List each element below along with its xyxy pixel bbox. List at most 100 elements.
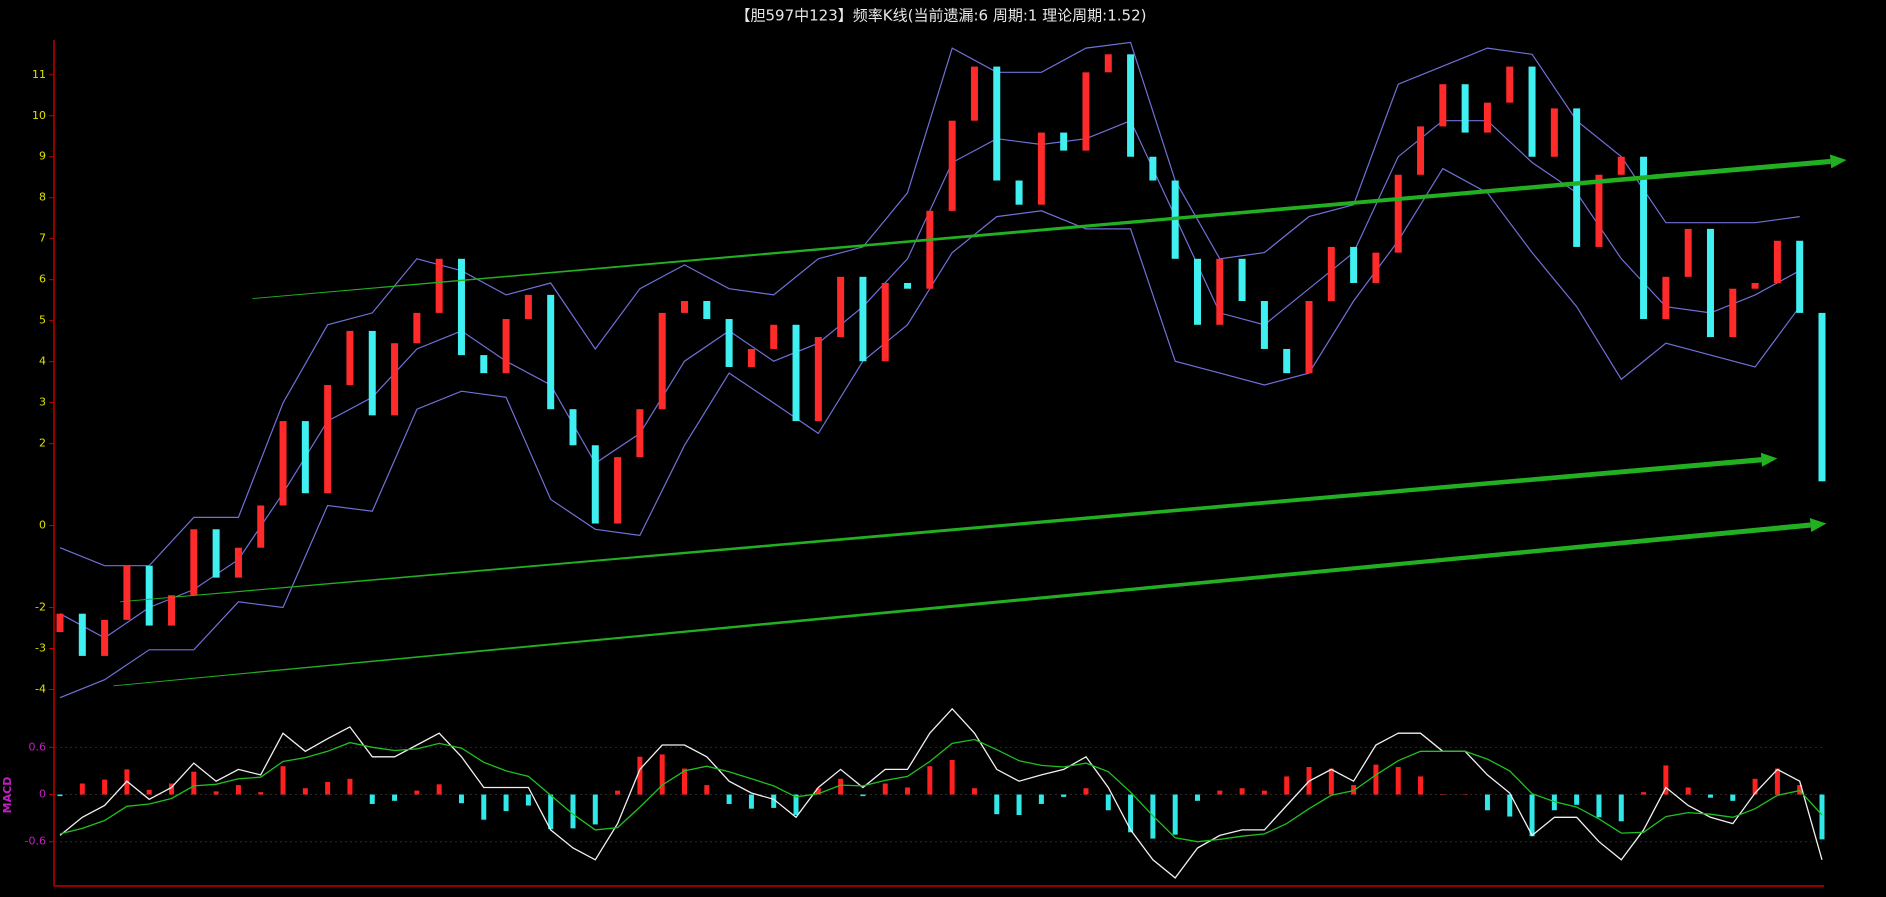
histogram-bar [1819, 794, 1825, 840]
candle [413, 312, 421, 344]
candle [658, 312, 666, 410]
candle [859, 276, 867, 362]
histogram-bar [1373, 764, 1379, 795]
histogram-bar [79, 783, 85, 795]
y-tick-label: -4 [35, 683, 46, 696]
candle [1773, 240, 1781, 283]
trend-line [120, 457, 1762, 603]
histogram-bar [949, 759, 955, 795]
histogram-bar [1284, 776, 1290, 795]
candle [636, 409, 644, 458]
trend-arrowhead [1829, 154, 1847, 169]
histogram-bar [481, 794, 487, 820]
histogram-bar [704, 785, 710, 795]
candle [614, 457, 622, 524]
candle [1283, 348, 1291, 374]
histogram-bar [1128, 794, 1134, 833]
histogram-bar [748, 794, 754, 809]
histogram-bar [325, 781, 331, 795]
histogram-bar [1217, 790, 1223, 795]
macd-line [59, 738, 1823, 843]
histogram-bar [1797, 785, 1803, 795]
histogram-bar [1239, 788, 1245, 795]
candle [1104, 54, 1112, 73]
candle [1818, 312, 1826, 482]
candle [591, 445, 599, 524]
histogram-bar [815, 788, 821, 795]
histogram-bar [637, 756, 643, 795]
trend-arrowhead [1760, 452, 1778, 467]
y-tick-label: -0.6 [25, 835, 46, 848]
y-tick-label: 5 [39, 314, 46, 327]
candle [1729, 288, 1737, 338]
histogram-bar [682, 768, 688, 795]
candle [1127, 54, 1135, 157]
candle [837, 276, 845, 338]
candle [1082, 72, 1090, 151]
histogram-bar [1418, 776, 1424, 795]
candle [168, 595, 176, 626]
candle [792, 324, 800, 422]
candle [78, 613, 86, 656]
histogram-bar [771, 794, 777, 808]
macd-axis-label: MACD [1, 777, 14, 814]
candle [948, 120, 956, 211]
histogram-bar [659, 754, 665, 795]
candle [1193, 258, 1201, 325]
candle [1149, 156, 1157, 181]
histogram-bar [1596, 794, 1602, 818]
histogram-bar [1707, 794, 1713, 798]
candle [881, 282, 889, 362]
candle [725, 319, 733, 367]
candle [1305, 301, 1313, 374]
y-tick-label: 8 [39, 191, 46, 204]
histogram-bar [1730, 794, 1736, 801]
y-tick-label: -3 [35, 642, 46, 655]
candle [1394, 174, 1402, 253]
y-tick-label: -2 [35, 601, 46, 614]
candle [1662, 276, 1670, 320]
candle [1439, 84, 1447, 127]
histogram-bar [1507, 794, 1513, 817]
candle [190, 529, 198, 596]
candle [1216, 258, 1224, 325]
histogram-bar [169, 783, 175, 795]
candle [970, 66, 978, 121]
y-tick-label: 0.6 [29, 740, 47, 753]
histogram-bar [1194, 794, 1200, 801]
histogram-bar [102, 779, 108, 795]
candle [1796, 240, 1804, 313]
trend-line [252, 158, 1831, 299]
candle [1550, 108, 1558, 157]
trend-line [113, 522, 1811, 687]
histogram-bar [570, 794, 576, 829]
histogram-bar [1083, 788, 1089, 795]
histogram-bar [1618, 794, 1624, 822]
histogram-bar [1685, 787, 1691, 795]
y-tick-label: 11 [32, 68, 46, 81]
histogram-bar [369, 794, 375, 804]
candle [101, 619, 109, 656]
histogram-bar [1038, 794, 1044, 804]
candle [747, 348, 755, 367]
histogram-bar [1529, 794, 1535, 837]
candle [435, 258, 443, 313]
candle [145, 565, 153, 626]
candle [993, 66, 1001, 181]
histogram-bar [971, 788, 977, 795]
candle [502, 319, 510, 374]
histogram-bar [525, 794, 531, 806]
candle [904, 282, 912, 289]
trend-arrowhead [1809, 518, 1827, 533]
histogram-bar [838, 778, 844, 795]
candle [569, 409, 577, 446]
macd-line [59, 707, 1823, 879]
candle [1506, 66, 1514, 103]
y-tick-label: 7 [39, 232, 46, 245]
candle [480, 355, 488, 374]
histogram-bar [1574, 794, 1580, 805]
histogram-bar [302, 788, 308, 795]
candle [770, 324, 778, 349]
y-tick-label: 10 [32, 109, 46, 122]
histogram-bar [1551, 794, 1557, 811]
